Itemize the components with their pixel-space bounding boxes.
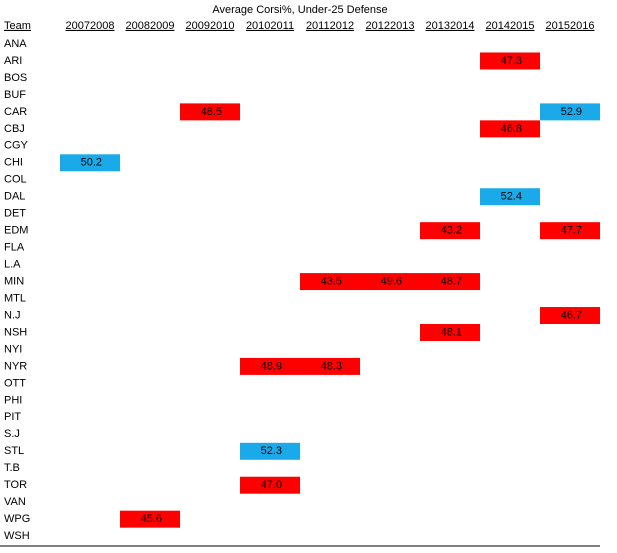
column-header: Team [4, 20, 31, 32]
cell-fill [540, 307, 600, 325]
column-header: 20152016 [546, 20, 595, 32]
team-label: FLA [4, 242, 25, 254]
cell-value: 50.2 [81, 157, 102, 169]
cell-fill [540, 103, 600, 121]
team-label: WSH [4, 530, 30, 542]
cell-value: 47.7 [561, 225, 582, 237]
team-label: WPG [4, 513, 30, 525]
team-label: TOR [4, 479, 27, 491]
team-label: CGY [4, 140, 29, 152]
cell-fill [300, 273, 360, 291]
cell-value: 52.3 [261, 445, 282, 457]
team-label: CAR [4, 106, 27, 118]
team-label: MTL [4, 292, 26, 304]
team-label: COL [4, 174, 27, 186]
column-header: 20122013 [366, 20, 415, 32]
cell-fill [540, 222, 600, 240]
team-label: NSH [4, 326, 27, 338]
column-header: 20072008 [66, 20, 115, 32]
cell-fill [300, 357, 360, 375]
team-label: VAN [4, 496, 26, 508]
team-label: DAL [4, 191, 25, 203]
cell-value: 52.9 [561, 106, 582, 118]
cell-value: 46.7 [561, 309, 582, 321]
cell-fill [240, 476, 300, 494]
team-label: OTT [4, 377, 26, 389]
team-label: EDM [4, 225, 28, 237]
column-header: 20132014 [426, 20, 475, 32]
team-label: STL [4, 445, 24, 457]
team-label: BUF [4, 89, 26, 101]
team-label: CBJ [4, 123, 25, 135]
cell-value: 48.3 [321, 360, 342, 372]
team-label: S.J [4, 428, 20, 440]
team-label: NYI [4, 343, 22, 355]
team-label: ANA [4, 38, 27, 50]
cell-fill [480, 120, 540, 138]
column-header: 20112012 [306, 20, 354, 32]
team-label: CHI [4, 157, 23, 169]
team-label: N.J [4, 309, 21, 321]
cell-value: 47.0 [261, 479, 282, 491]
team-label: T.B [4, 462, 20, 474]
team-label: ARI [4, 55, 22, 67]
cell-value: 48.7 [441, 275, 462, 287]
column-header: 20142015 [486, 20, 535, 32]
cell-value: 48.5 [201, 106, 222, 118]
cell-fill [420, 273, 480, 291]
cell-value: 43.5 [321, 275, 342, 287]
title: Average Corsi%, Under-25 Defense [212, 4, 387, 16]
cell-fill [480, 188, 540, 206]
cell-fill [180, 103, 240, 121]
cell-fill [240, 357, 300, 375]
cell-fill [360, 273, 420, 291]
team-label: MIN [4, 275, 24, 287]
cell-value: 46.8 [501, 123, 522, 135]
team-label: L.A [4, 259, 21, 271]
column-header: 20102011 [246, 20, 294, 32]
cell-value: 48.9 [261, 360, 282, 372]
team-label: NYR [4, 360, 27, 372]
team-label: BOS [4, 72, 27, 84]
team-label: PHI [4, 394, 22, 406]
column-header: 20092010 [186, 20, 235, 32]
cell-value: 43.2 [441, 225, 462, 237]
cell-fill [420, 324, 480, 341]
cell-fill [120, 510, 180, 528]
team-label: DET [4, 208, 26, 220]
cell-fill [240, 442, 300, 460]
column-header: 20082009 [126, 20, 175, 32]
cell-fill [420, 222, 480, 240]
cell-value: 47.3 [501, 55, 522, 67]
team-label: PIT [4, 411, 21, 423]
cell-value: 45.6 [141, 513, 162, 525]
cell-value: 52.4 [501, 191, 522, 203]
cell-value: 49.6 [381, 275, 402, 287]
cell-value: 48.1 [441, 326, 462, 338]
cell-fill [480, 52, 540, 70]
cell-fill [60, 154, 120, 172]
